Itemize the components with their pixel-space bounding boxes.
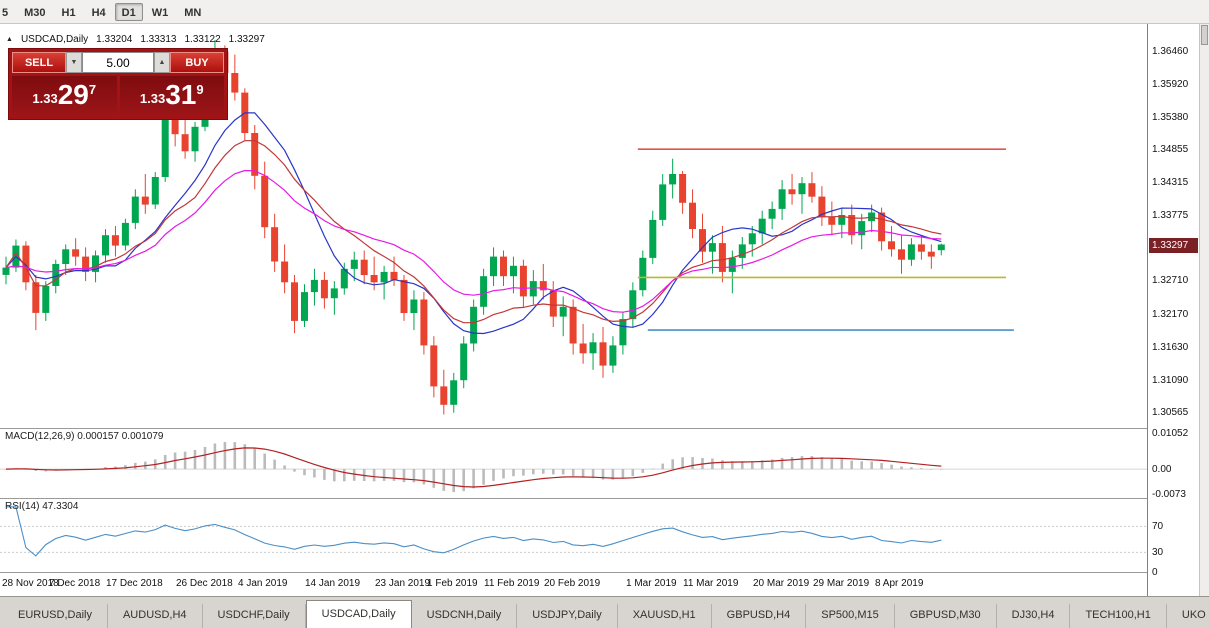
chart-tab-usdcnh-daily[interactable]: USDCNH,Daily xyxy=(412,604,518,628)
date-tick: 17 Dec 2018 xyxy=(106,578,163,589)
chart-tab-usdcad-daily[interactable]: USDCAD,Daily xyxy=(305,600,412,628)
chart-tab-strip: EURUSD,Daily AUDUSD,H4 USDCHF,Daily USDCAD,… xyxy=(0,596,1209,628)
macd-tick: 0.01052 xyxy=(1152,428,1189,439)
date-tick: 7 Dec 2018 xyxy=(49,578,101,589)
date-tick: 26 Dec 2018 xyxy=(176,578,233,589)
chart-tab-gbpusd-m30[interactable]: GBPUSD,M30 xyxy=(895,604,997,628)
date-tick: 1 Mar 2019 xyxy=(626,578,677,589)
macd-tick: 0.00 xyxy=(1152,464,1172,475)
date-tick: 11 Mar 2019 xyxy=(683,578,739,589)
macd-indicator-pane: MACD(12,26,9) 0.000157 0.001079 xyxy=(0,429,1199,499)
rsi-tick: 0 xyxy=(1152,567,1158,578)
chart-tab-audusd-h4[interactable]: AUDUSD,H4 xyxy=(108,604,203,628)
chart-tab-eurusd-daily[interactable]: EURUSD,Daily xyxy=(3,604,108,628)
chart-tab-sp500-m15[interactable]: SP500,M15 xyxy=(806,604,895,628)
rsi-tick: 30 xyxy=(1152,547,1164,558)
price-tick: 1.33775 xyxy=(1152,210,1189,221)
date-tick: 11 Feb 2019 xyxy=(484,578,540,589)
buy-price-base: 1.33 xyxy=(139,91,166,106)
price-tick: 1.30565 xyxy=(1152,407,1189,418)
buy-price-big: 31 xyxy=(165,79,197,110)
chart-tabs: EURUSD,Daily AUDUSD,H4 USDCHF,Daily USDCAD,… xyxy=(0,597,1209,628)
price-tick: 1.36460 xyxy=(1152,46,1189,57)
volume-decrease-button[interactable]: ▼ xyxy=(66,52,82,73)
price-tick: 1.32710 xyxy=(1152,275,1189,286)
timeframe-button-W1[interactable]: W1 xyxy=(151,6,169,19)
collapse-arrow-icon[interactable]: ▲ xyxy=(6,36,13,43)
price-tick: 1.34315 xyxy=(1152,177,1189,188)
price-axis[interactable]: 1.36460 1.35920 1.35380 1.34855 1.34315 1.337… xyxy=(1147,24,1199,596)
price-tick: 1.35380 xyxy=(1152,112,1189,123)
date-tick: 20 Mar 2019 xyxy=(753,578,810,589)
timeframe-button-H4[interactable]: H4 xyxy=(91,6,106,19)
timeframe-button-M30[interactable]: M30 xyxy=(24,6,46,19)
rsi-tick: 70 xyxy=(1152,521,1164,532)
chart-tab-xauusd-h1[interactable]: XAUUSD,H1 xyxy=(618,604,712,628)
chart-ohlc-header: ▲ USDCAD,Daily 1.33204 1.33313 1.33122 1… xyxy=(6,34,265,46)
ohlc-close: 1.33297 xyxy=(228,34,265,45)
timeframe-button-5[interactable]: 5 xyxy=(2,6,9,19)
scrollbar-thumb[interactable] xyxy=(1201,25,1208,45)
buy-price-display[interactable]: 1.33 31 9 xyxy=(119,76,224,116)
price-tick: 1.32170 xyxy=(1152,309,1189,320)
timeframe-toolbar: 5 M30 H1 H4 D1 W1 MN xyxy=(0,0,1209,24)
price-tick: 1.31630 xyxy=(1152,342,1189,353)
price-tick: 1.34855 xyxy=(1152,144,1189,155)
rsi-label: RSI(14) 47.3304 xyxy=(5,501,79,512)
macd-tick: -0.0073 xyxy=(1152,489,1186,500)
date-axis[interactable]: 28 Nov 2018 7 Dec 2018 17 Dec 2018 26 Dec 2… xyxy=(0,573,1147,596)
date-tick: 20 Feb 2019 xyxy=(544,578,601,589)
date-tick: 23 Jan 2019 xyxy=(375,578,431,589)
timeframe-button-D1[interactable]: D1 xyxy=(114,2,143,21)
sell-price-big: 29 xyxy=(57,79,89,110)
sell-price-display[interactable]: 1.33 29 7 xyxy=(12,76,117,116)
chart-window: ▲ USDCAD,Daily 1.33204 1.33313 1.33122 1… xyxy=(0,24,1199,596)
date-tick: 8 Apr 2019 xyxy=(875,578,924,589)
sell-button[interactable]: SELL xyxy=(12,52,66,73)
date-tick: 1 Feb 2019 xyxy=(427,578,478,589)
ohlc-high: 1.33313 xyxy=(140,34,177,45)
buy-price-pip: 9 xyxy=(196,82,204,97)
ohlc-open: 1.33204 xyxy=(96,34,133,45)
current-price-badge: 1.33297 xyxy=(1149,238,1198,253)
date-tick: 4 Jan 2019 xyxy=(238,578,288,589)
volume-input[interactable] xyxy=(82,52,154,73)
macd-chart[interactable] xyxy=(0,429,1147,498)
chart-tab-dj30-h4[interactable]: DJ30,H4 xyxy=(997,604,1071,628)
chart-tab-uko[interactable]: UKO xyxy=(1167,604,1209,628)
date-tick: 28 Nov 2018 xyxy=(2,578,59,589)
rsi-indicator-pane: RSI(14) 47.3304 xyxy=(0,499,1199,573)
chart-tab-tech100-h1[interactable]: TECH100,H1 xyxy=(1070,604,1167,628)
timeframe-button-H1[interactable]: H1 xyxy=(61,6,76,19)
date-tick: 14 Jan 2019 xyxy=(305,578,361,589)
vertical-scrollbar[interactable] xyxy=(1199,24,1209,596)
macd-label: MACD(12,26,9) 0.000157 0.001079 xyxy=(5,431,164,442)
chart-tab-usdchf-daily[interactable]: USDCHF,Daily xyxy=(203,604,306,628)
sell-price-base: 1.33 xyxy=(32,91,58,106)
price-tick: 1.31090 xyxy=(1152,375,1189,386)
chart-tab-usdjpy-daily[interactable]: USDJPY,Daily xyxy=(517,604,618,628)
price-tick: 1.35920 xyxy=(1152,79,1189,90)
one-click-trading-panel: SELL ▼ ▲ BUY 1.33 29 7 1.33 31 9 xyxy=(8,48,228,120)
date-tick: 29 Mar 2019 xyxy=(813,578,870,589)
rsi-chart[interactable] xyxy=(0,499,1147,572)
buy-button[interactable]: BUY xyxy=(170,52,224,73)
timeframe-button-MN[interactable]: MN xyxy=(184,6,202,19)
ohlc-low: 1.33122 xyxy=(184,34,221,45)
volume-increase-button[interactable]: ▲ xyxy=(154,52,170,73)
sell-price-pip: 7 xyxy=(88,82,97,97)
chart-tab-gbpusd-h4[interactable]: GBPUSD,H4 xyxy=(712,604,807,628)
main-chart-pane: ▲ USDCAD,Daily 1.33204 1.33313 1.33122 1… xyxy=(0,24,1199,429)
chart-symbol-period: USDCAD,Daily xyxy=(20,34,89,45)
